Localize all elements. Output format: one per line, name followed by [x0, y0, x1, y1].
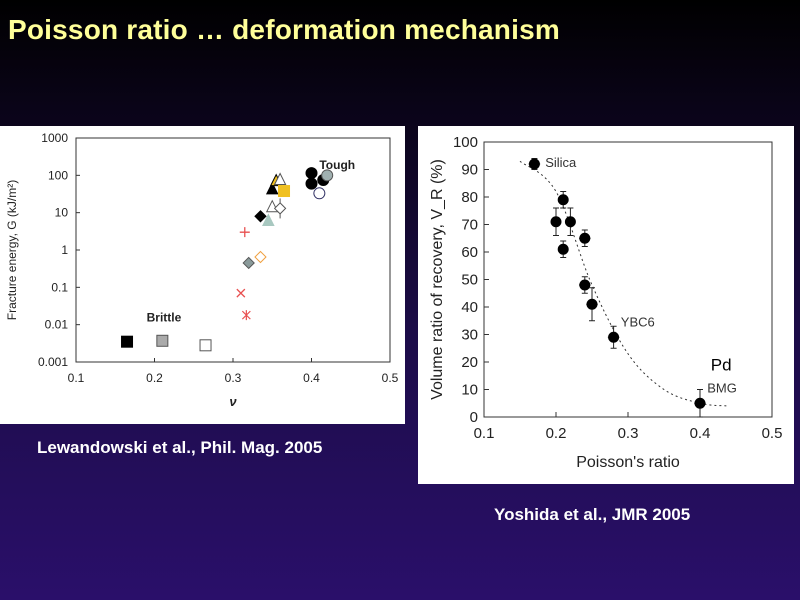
data-point-square [156, 334, 169, 347]
y-tick-label: 10 [461, 382, 478, 399]
x-tick-label: 0.1 [474, 425, 495, 442]
x-tick-label: 0.3 [225, 371, 242, 385]
data-point [586, 287, 598, 322]
x-tick-label: 0.1 [68, 371, 85, 385]
fracture-energy-chart: 0.1 0.2 0.3 0.4 0.5 0.001 0.01 0.1 1 10 100 1000 ν Fr… [5, 131, 399, 409]
data-point-triangle [265, 181, 279, 195]
point-marker [579, 279, 591, 291]
data-point-circle [313, 187, 326, 200]
annotation-bmg: BMG [707, 380, 737, 395]
data-point-square [121, 335, 134, 348]
trend-line [519, 160, 729, 407]
data-point-circle [321, 169, 334, 182]
y-tick-label: 70 [461, 217, 478, 234]
y-tick-label: 40 [461, 299, 478, 316]
data-point-x [236, 288, 246, 298]
data-point-diamond [242, 256, 255, 270]
y-tick-label: 80 [461, 189, 478, 206]
data-point [579, 229, 591, 247]
data-point-diamond [254, 210, 267, 223]
slide-title: Poisson ratio … deformation mechanism [8, 14, 560, 45]
y-tick-label: 0.001 [38, 355, 68, 369]
data-point [694, 389, 706, 418]
y-tick-label: 60 [461, 244, 478, 261]
y-tick-label: 0.1 [51, 280, 68, 294]
data-point [564, 207, 576, 236]
point-marker [564, 216, 576, 228]
data-point-triangle [262, 213, 275, 226]
point-marker [557, 194, 569, 206]
point-marker [579, 232, 591, 244]
y-tick-label: 90 [461, 162, 478, 179]
annotation-silica: Silica [545, 155, 577, 170]
y-tick-label: 10 [55, 206, 69, 220]
y-axis-label: Fracture energy, G (kJ/m²) [5, 180, 19, 320]
x-tick-label: 0.4 [690, 425, 711, 442]
data-point-circle [305, 177, 318, 190]
plot-frame [483, 141, 773, 418]
point-marker [694, 397, 706, 409]
y-axis-label: Volume ratio of recovery, V_R (%) [429, 159, 446, 400]
data-point [607, 325, 620, 349]
data-point-triangle [273, 172, 287, 185]
fracture-energy-chart-panel: 0.1 0.2 0.3 0.4 0.5 0.001 0.01 0.1 1 10 100 1000 ν Fr… [0, 126, 405, 424]
annotation-ybc6: YBC6 [621, 314, 655, 329]
y-tick-label: 50 [461, 272, 478, 289]
y-tick-label: 100 [48, 168, 68, 182]
x-tick-label: 0.4 [303, 371, 320, 385]
data-point [528, 158, 541, 170]
annotation-brittle: Brittle [147, 311, 182, 325]
volume-recovery-chart-panel: 0.1 0.2 0.3 0.4 0.5 0 10 20 30 40 50 60 70 80 90 100 Poi… [418, 126, 794, 484]
y-tick-label: 0.01 [45, 318, 69, 332]
x-tick-label: 0.3 [618, 425, 639, 442]
x-axis-label: Poisson's ratio [576, 454, 680, 471]
point-marker [550, 216, 562, 228]
data-point-diamond [254, 250, 267, 264]
data-point-star [241, 310, 251, 321]
data-point-square [278, 185, 291, 198]
x-tick-label: 0.2 [546, 425, 567, 442]
point-marker [608, 331, 620, 343]
caption-left-citation: Lewandowski et al., Phil. Mag. 2005 [37, 438, 323, 457]
volume-recovery-chart: 0.1 0.2 0.3 0.4 0.5 0 10 20 30 40 50 60 70 80 90 100 Poi… [429, 134, 783, 471]
y-tick-label: 30 [461, 327, 478, 344]
y-tick-label: 1 [61, 243, 68, 257]
data-point [557, 240, 569, 258]
diamond-marker [273, 202, 287, 215]
x-tick-label: 0.5 [382, 371, 399, 385]
y-tick-label: 1000 [41, 131, 68, 145]
x-tick-label: 0.2 [146, 371, 163, 385]
annotation-tough: Tough [319, 158, 355, 172]
data-point [550, 207, 562, 236]
data-point-circle [305, 167, 318, 180]
x-tick-label: 0.5 [762, 425, 783, 442]
data-point-plus [239, 227, 250, 238]
y-tick-label: 100 [453, 134, 478, 151]
y-tick-label: 20 [461, 354, 478, 371]
x-axis-label: ν [229, 394, 237, 409]
y-tick-label: 0 [470, 409, 478, 426]
caption-right-citation: Yoshida et al., JMR 2005 [494, 505, 691, 524]
point-marker [557, 243, 569, 255]
data-point-square [199, 339, 212, 352]
data-point [579, 276, 591, 294]
data-point [557, 191, 569, 209]
point-marker [528, 158, 540, 170]
data-point-diamond-bar [273, 198, 287, 219]
annotation-pd: Pd [711, 355, 732, 374]
point-marker [586, 298, 598, 310]
